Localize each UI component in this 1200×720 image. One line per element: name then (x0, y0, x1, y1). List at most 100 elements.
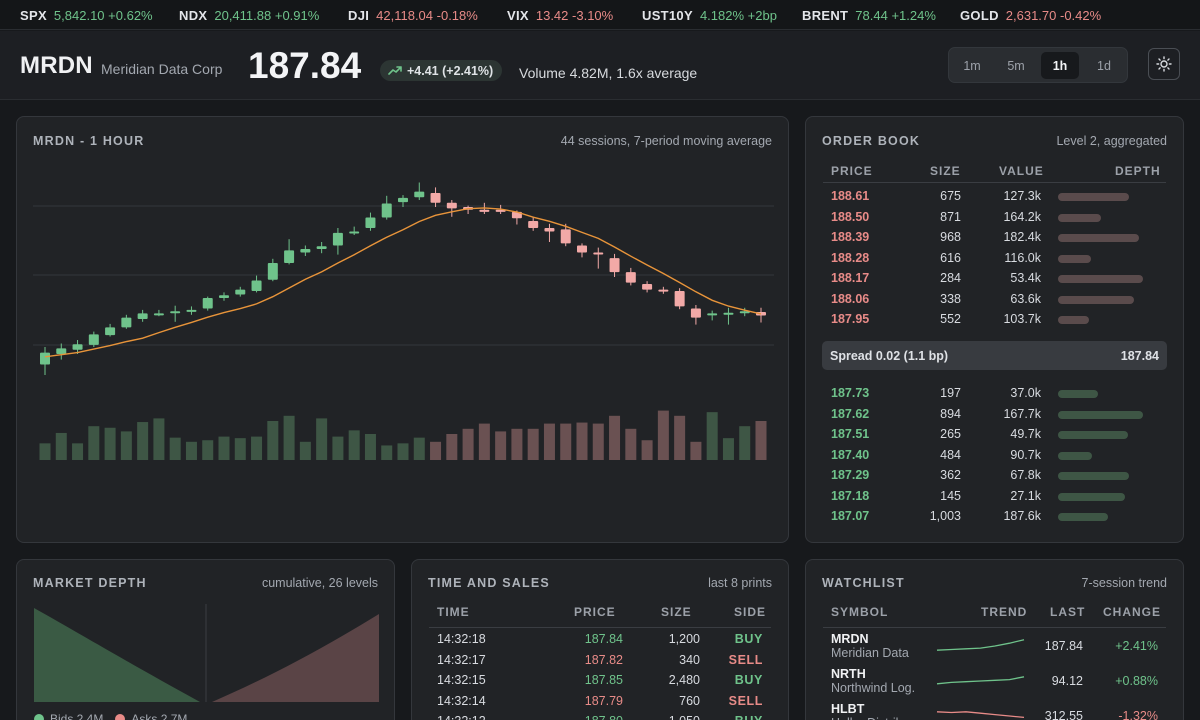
watch-last: 312.55 (1044, 709, 1083, 720)
candle[interactable] (137, 313, 148, 319)
trade-time: 14:32:17 (437, 652, 486, 667)
candle[interactable] (674, 291, 685, 307)
candle[interactable] (690, 308, 701, 318)
level-size: 145 (940, 488, 961, 503)
candle[interactable] (495, 209, 506, 212)
ticker-change: -0.18% (436, 8, 478, 23)
volume-bar (153, 418, 165, 460)
candle[interactable] (72, 344, 83, 350)
candle[interactable] (625, 272, 636, 283)
ticker-item-vix[interactable]: VIX 13.42 -3.10% (507, 8, 613, 23)
candle[interactable] (446, 202, 457, 209)
time-and-sales-panel: TIME AND SALES last 8 prints TIME PRICE … (411, 559, 789, 720)
timeframe-5m[interactable]: 5m (1007, 58, 1025, 73)
ticker-item-brent[interactable]: BRENT 78.44 +1.24% (802, 8, 936, 23)
candle[interactable] (739, 311, 750, 314)
candle[interactable] (202, 298, 213, 309)
watch-change: +2.41% (1115, 639, 1158, 653)
ask-row[interactable]: 188.17 284 53.4k (806, 268, 1183, 288)
candle[interactable] (56, 348, 67, 354)
candle[interactable] (153, 313, 164, 316)
trade-row[interactable]: 14:32:17 187.82 340 SELL (412, 650, 788, 670)
ticker-item-spx[interactable]: SPX 5,842.10 +0.62% (20, 8, 153, 23)
ticker-symbol: GOLD (960, 8, 999, 23)
watchlist-row[interactable]: MRDN Meridian Data 187.84 +2.41% (806, 632, 1183, 666)
candle[interactable] (170, 311, 181, 314)
candle[interactable] (381, 203, 392, 218)
candle[interactable] (300, 249, 311, 253)
candle[interactable] (544, 228, 555, 232)
watchlist-panel: WATCHLIST 7-session trend SYMBOL TREND L… (805, 559, 1184, 720)
watchlist-row[interactable]: NRTH Northwind Log. 94.12 +0.88% (806, 667, 1183, 701)
ask-row[interactable]: 188.50 871 164.2k (806, 207, 1183, 227)
candle[interactable] (479, 209, 490, 212)
ask-row[interactable]: 188.61 675 127.3k (806, 186, 1183, 206)
timeframe-1d[interactable]: 1d (1097, 58, 1111, 73)
ticker-item-dji[interactable]: DJI 42,118.04 -0.18% (348, 8, 478, 23)
level-price: 188.50 (831, 209, 870, 224)
ask-row[interactable]: 187.95 552 103.7k (806, 309, 1183, 329)
volume-bar (299, 441, 311, 460)
bid-row[interactable]: 187.07 1,003 187.6k (806, 506, 1183, 526)
depth-subtitle: cumulative, 26 levels (261, 576, 378, 590)
candle[interactable] (398, 197, 408, 203)
ask-row[interactable]: 188.06 338 63.6k (806, 289, 1183, 309)
bid-row[interactable]: 187.62 894 167.7k (806, 404, 1183, 424)
candle[interactable] (219, 295, 229, 298)
bid-row[interactable]: 187.18 145 27.1k (806, 486, 1183, 506)
level-value: 164.2k (1003, 209, 1041, 224)
volume-bar (348, 430, 360, 460)
candle[interactable] (284, 250, 295, 263)
bid-row[interactable]: 187.29 362 67.8k (806, 465, 1183, 485)
volume-bar (397, 443, 409, 460)
trade-row[interactable]: 14:32:18 187.84 1,200 BUY (412, 629, 788, 649)
bid-row[interactable]: 187.40 484 90.7k (806, 445, 1183, 465)
trade-row[interactable]: 14:32:15 187.85 2,480 BUY (412, 670, 788, 690)
watch-sparkline (936, 676, 1025, 685)
volume-bar (511, 428, 523, 460)
candle[interactable] (577, 245, 587, 253)
ask-row[interactable]: 188.28 616 116.0k (806, 248, 1183, 268)
ticker-change: -0.42% (1060, 8, 1102, 23)
candle[interactable] (267, 263, 278, 280)
candle[interactable] (349, 231, 360, 234)
candle[interactable] (88, 334, 99, 345)
candle[interactable] (642, 284, 653, 290)
candle[interactable] (560, 229, 571, 244)
candle[interactable] (723, 312, 734, 315)
bid-row[interactable]: 187.73 197 37.0k (806, 383, 1183, 403)
timeframe-1m[interactable]: 1m (963, 58, 981, 73)
watch-sparkline (936, 639, 1025, 651)
candle[interactable] (593, 252, 604, 255)
candle[interactable] (414, 191, 425, 198)
candle[interactable] (316, 246, 327, 249)
watchlist-row[interactable]: HLBTHolbe Distrib. 312.55 -1.32% (806, 702, 1183, 720)
trade-size: 760 (679, 693, 700, 708)
ticker-item-ust10y[interactable]: UST10Y 4.182% +2bp (642, 8, 777, 23)
bid-row[interactable]: 187.51 265 49.7k (806, 424, 1183, 444)
candle[interactable] (365, 217, 376, 229)
theme-toggle-button[interactable] (1148, 48, 1180, 80)
ask-row[interactable]: 188.39 968 182.4k (806, 227, 1183, 247)
volume-bar (251, 436, 263, 460)
candle[interactable] (251, 280, 262, 292)
ticker-item-ndx[interactable]: NDX 20,411.88 +0.91% (179, 8, 319, 23)
candle[interactable] (121, 317, 132, 328)
candle[interactable] (658, 289, 669, 292)
candle[interactable] (40, 352, 50, 365)
level-price: 188.61 (831, 189, 870, 203)
candle[interactable] (186, 309, 197, 312)
candle[interactable] (235, 289, 246, 295)
candle[interactable] (332, 232, 343, 246)
volume-bar (478, 423, 490, 460)
candle[interactable] (707, 313, 718, 316)
candle[interactable] (609, 258, 620, 273)
trade-row[interactable]: 14:32:12 187.80 1,050 BUY (412, 711, 788, 720)
price-chart[interactable] (17, 117, 790, 544)
candle[interactable] (430, 193, 441, 203)
timeframe-1h[interactable]: 1h (1041, 52, 1079, 79)
candle[interactable] (105, 327, 116, 336)
trade-row[interactable]: 14:32:14 187.79 760 SELL (412, 691, 788, 711)
candle[interactable] (528, 221, 539, 228)
ticker-item-gold[interactable]: GOLD 2,631.70 -0.42% (960, 8, 1101, 23)
